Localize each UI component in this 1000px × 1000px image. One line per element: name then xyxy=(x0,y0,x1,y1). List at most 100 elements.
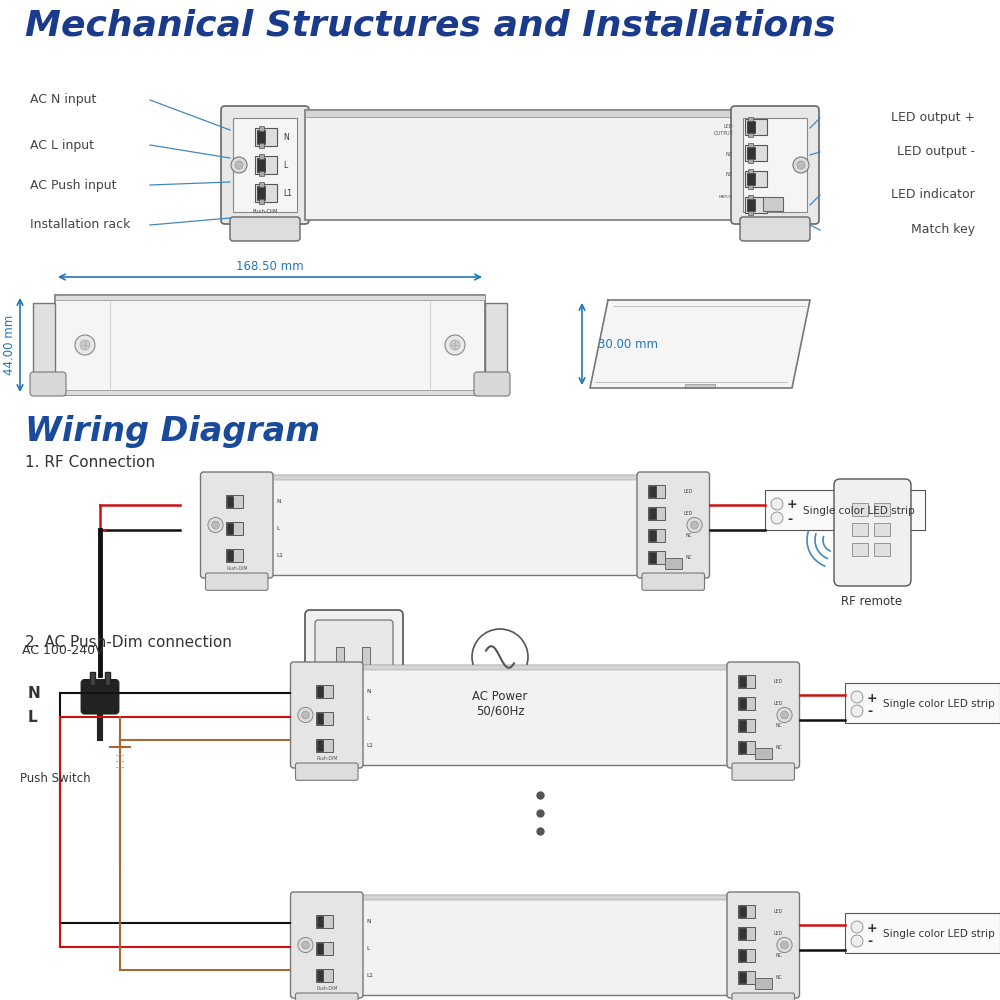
Bar xyxy=(748,143,753,147)
Text: 1. RF Connection: 1. RF Connection xyxy=(25,455,155,470)
Circle shape xyxy=(771,498,783,510)
Bar xyxy=(745,119,767,135)
Bar xyxy=(259,182,264,187)
Circle shape xyxy=(797,161,805,169)
Text: 2. AC Push-Dim connection: 2. AC Push-Dim connection xyxy=(25,635,232,650)
Circle shape xyxy=(687,517,702,533)
FancyBboxPatch shape xyxy=(474,372,510,396)
Text: N: N xyxy=(366,689,370,694)
Bar xyxy=(226,495,243,508)
Bar xyxy=(748,133,753,137)
Text: L: L xyxy=(276,526,279,531)
Bar xyxy=(648,529,665,542)
Text: L1: L1 xyxy=(276,553,283,558)
Text: AC Power
50/60Hz: AC Power 50/60Hz xyxy=(472,690,528,718)
Bar xyxy=(316,686,323,697)
Bar xyxy=(845,683,1000,723)
Polygon shape xyxy=(590,300,810,388)
Text: NC: NC xyxy=(686,555,692,560)
Bar xyxy=(226,522,243,535)
FancyBboxPatch shape xyxy=(642,573,704,590)
Bar xyxy=(360,665,730,670)
Text: LED: LED xyxy=(773,931,782,936)
Bar xyxy=(255,128,277,146)
Circle shape xyxy=(771,512,783,524)
Text: Push-DIM: Push-DIM xyxy=(226,566,247,571)
Text: Installation rack: Installation rack xyxy=(30,219,130,232)
Text: N: N xyxy=(283,132,289,141)
Bar xyxy=(845,913,1000,953)
Bar xyxy=(270,475,640,480)
Bar xyxy=(874,543,890,556)
Circle shape xyxy=(851,705,863,717)
Circle shape xyxy=(781,711,788,719)
Bar xyxy=(874,523,890,536)
Bar xyxy=(743,118,807,212)
FancyBboxPatch shape xyxy=(230,217,300,241)
Bar xyxy=(738,949,755,962)
Bar xyxy=(739,972,746,983)
Circle shape xyxy=(691,521,698,529)
Text: Wiring Diagram: Wiring Diagram xyxy=(25,415,320,448)
Bar xyxy=(105,672,110,685)
Bar xyxy=(226,496,233,507)
Text: AC 100-240V: AC 100-240V xyxy=(22,644,104,656)
Text: -: - xyxy=(867,706,872,718)
Bar xyxy=(738,741,755,754)
Circle shape xyxy=(445,335,465,355)
Bar xyxy=(360,665,730,765)
Text: N: N xyxy=(366,919,370,924)
Bar xyxy=(852,543,868,556)
Text: Mechanical Structures and Installations: Mechanical Structures and Installations xyxy=(25,8,836,42)
Bar xyxy=(316,685,333,698)
Text: MATCH: MATCH xyxy=(719,195,733,199)
Text: AC N input: AC N input xyxy=(30,94,96,106)
Bar xyxy=(738,719,755,732)
Bar xyxy=(226,550,233,561)
Bar xyxy=(233,118,297,212)
FancyBboxPatch shape xyxy=(30,372,66,396)
Circle shape xyxy=(472,629,528,685)
Bar xyxy=(739,906,746,917)
Bar xyxy=(259,171,264,176)
Text: 44.00 mm: 44.00 mm xyxy=(3,315,16,375)
Bar xyxy=(648,507,665,520)
Bar xyxy=(648,485,665,498)
FancyBboxPatch shape xyxy=(732,993,794,1000)
Circle shape xyxy=(793,157,809,173)
Circle shape xyxy=(450,340,460,350)
Bar xyxy=(255,156,277,174)
Circle shape xyxy=(298,937,313,953)
Bar xyxy=(362,647,370,669)
Bar xyxy=(748,159,753,163)
Bar xyxy=(739,720,746,731)
Text: 168.50 mm: 168.50 mm xyxy=(236,260,304,273)
Text: Push Switch: Push Switch xyxy=(20,772,91,785)
FancyBboxPatch shape xyxy=(221,106,309,224)
Bar xyxy=(665,558,682,569)
Bar xyxy=(316,712,333,725)
Bar xyxy=(316,970,323,981)
Bar xyxy=(739,928,746,939)
Bar xyxy=(755,978,772,989)
FancyBboxPatch shape xyxy=(305,610,403,708)
Bar xyxy=(748,169,753,173)
Bar xyxy=(685,384,715,388)
Text: AC Push input: AC Push input xyxy=(30,178,116,192)
FancyBboxPatch shape xyxy=(206,573,268,590)
Text: L: L xyxy=(366,716,369,721)
Text: +: + xyxy=(787,498,798,512)
Text: NC: NC xyxy=(776,953,782,958)
Bar xyxy=(748,195,753,199)
FancyBboxPatch shape xyxy=(732,763,794,780)
Text: RF remote: RF remote xyxy=(841,595,903,608)
Circle shape xyxy=(208,517,223,533)
Bar xyxy=(259,199,264,204)
FancyBboxPatch shape xyxy=(727,662,800,768)
Text: LED indicator: LED indicator xyxy=(891,188,975,202)
Text: +: + xyxy=(867,922,878,934)
FancyBboxPatch shape xyxy=(731,106,819,224)
Bar xyxy=(763,197,783,211)
Text: -: - xyxy=(787,512,792,526)
Bar xyxy=(739,950,746,961)
